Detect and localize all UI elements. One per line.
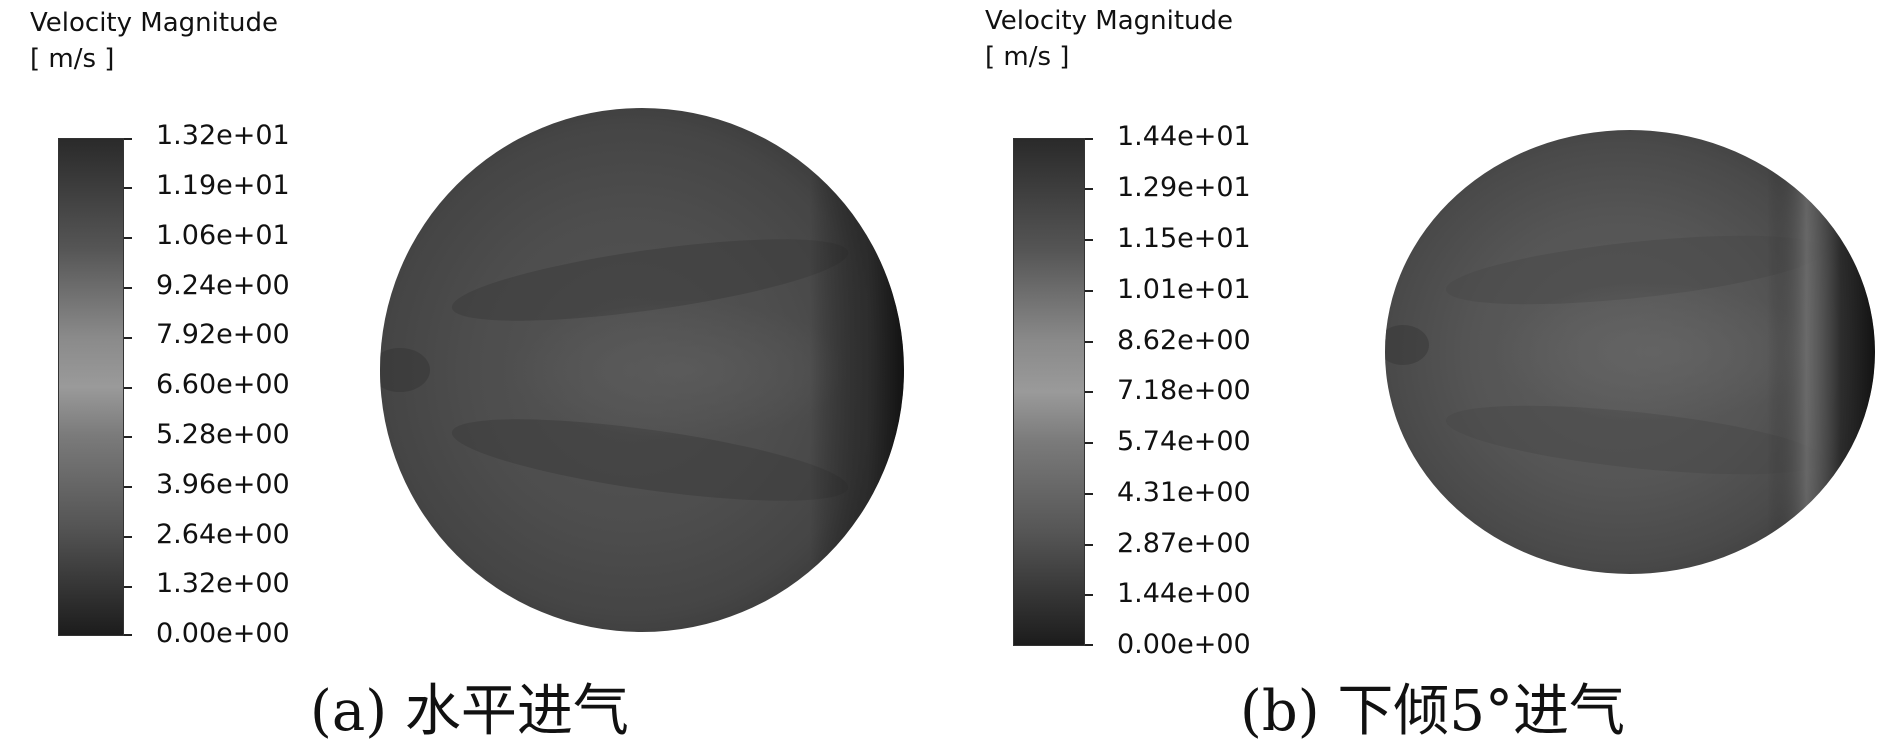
tick-label: 1.32e+00 [156,568,290,599]
tick-mark [124,187,132,189]
tick-label: 7.92e+00 [156,319,290,350]
tick-label: 1.29e+01 [1117,172,1251,203]
tick-mark [1085,290,1093,292]
tick-mark [1085,594,1093,596]
legend-unit: [ m/s ] [30,44,115,74]
tick-label: 5.28e+00 [156,419,290,450]
tick-mark [1085,493,1093,495]
tick-mark [124,337,132,339]
tick-mark [1085,239,1093,241]
tick-mark [124,586,132,588]
tick-label: 1.44e+00 [1117,578,1251,609]
tick-label: 8.62e+00 [1117,325,1251,356]
tick-label: 6.60e+00 [156,369,290,400]
tick-mark [1085,644,1093,646]
tick-label: 1.44e+01 [1117,121,1251,152]
tick-mark [1085,391,1093,393]
tick-label: 4.31e+00 [1117,477,1251,508]
tick-label: 5.74e+00 [1117,426,1251,457]
panel-a: Velocity Magnitude [ m/s ] 1.32e+01 1.19… [0,0,940,756]
tick-mark [124,387,132,389]
inlet-spot [1385,325,1429,365]
legend-title: Velocity Magnitude [30,8,279,38]
colorbar [1013,138,1085,646]
caption: (a) 水平进气 [310,679,629,744]
tick-label: 0.00e+00 [156,618,290,649]
tick-label: 2.87e+00 [1117,528,1251,559]
tick-label: 1.19e+01 [156,170,290,201]
tick-label: 3.96e+00 [156,469,290,500]
dark-rim [1385,130,1875,574]
caption: (b) 下倾5°进气 [1240,679,1625,744]
tick-label: 7.18e+00 [1117,375,1251,406]
colorbar-ticks: 1.32e+01 1.19e+01 1.06e+01 9.24e+00 7.92… [124,121,384,649]
dark-rim [380,108,904,632]
inlet-spot [380,348,430,392]
legend-title: Velocity Magnitude [985,6,1234,36]
tick-label: 1.01e+01 [1117,274,1251,305]
tick-label: 1.15e+01 [1117,223,1251,254]
tick-mark [124,436,132,438]
tick-mark [1085,544,1093,546]
velocity-contour-plot [380,108,904,632]
tick-label: 1.32e+01 [156,120,290,151]
tick-mark [124,536,132,538]
colorbar [58,138,124,636]
tick-mark [124,634,132,636]
tick-mark [124,486,132,488]
tick-mark [124,287,132,289]
tick-mark [1085,188,1093,190]
tick-label: 0.00e+00 [1117,629,1251,660]
tick-label: 9.24e+00 [156,270,290,301]
tick-mark [1085,138,1093,140]
tick-label: 2.64e+00 [156,519,290,550]
colorbar-ticks: 1.44e+01 1.29e+01 1.15e+01 1.01e+01 8.62… [1085,122,1345,660]
velocity-contour-plot [1385,130,1875,574]
panel-b: Velocity Magnitude [ m/s ] 1.44e+01 1.29… [955,0,1890,756]
tick-mark [124,237,132,239]
legend-unit: [ m/s ] [985,42,1070,72]
tick-mark [1085,442,1093,444]
tick-mark [1085,341,1093,343]
tick-mark [124,138,132,140]
tick-label: 1.06e+01 [156,220,290,251]
